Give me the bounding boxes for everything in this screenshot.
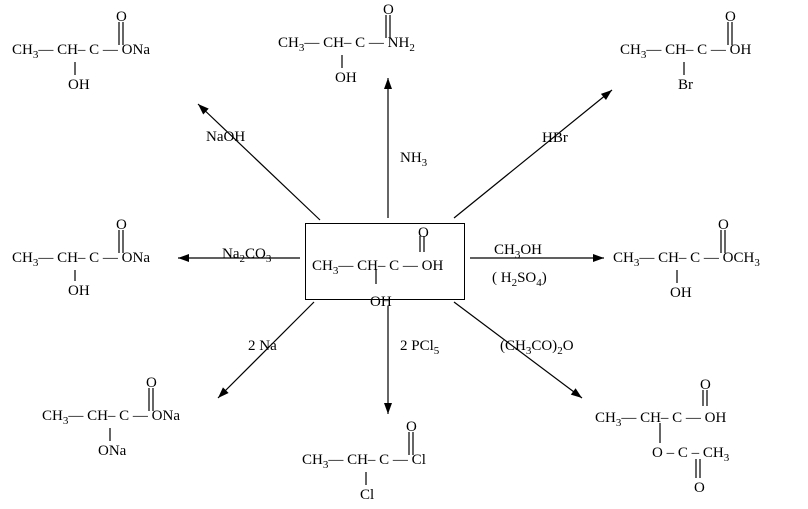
- prod-hbr-line: CH3— CH– C — OH: [620, 42, 751, 59]
- center-mol-line: CH3— CH– C — OH: [312, 258, 443, 275]
- prod-naoh-oh: OH: [68, 77, 90, 94]
- prod-ch3oh-oh: OH: [670, 285, 692, 302]
- prod-na-ona: ONa: [98, 443, 126, 460]
- prod-na2co3-oh: OH: [68, 283, 90, 300]
- prod-nh3-oh: OH: [335, 70, 357, 87]
- prod-pcl5-line: CH3— CH– C — Cl: [302, 452, 426, 469]
- reagent-h2so4: ( H2SO4): [492, 270, 547, 287]
- reagent-hbr: HBr: [542, 130, 568, 147]
- center-mol-oh: OH: [370, 294, 392, 311]
- prod-ch3oh-o: O: [718, 217, 729, 234]
- prod-nh3-o: O: [383, 2, 394, 19]
- prod-pcl5-cl: Cl: [360, 487, 374, 504]
- prod-hbr-o: O: [725, 9, 736, 26]
- reagent-2pcl5: 2 PCl5: [400, 338, 439, 355]
- reagent-2na: 2 Na: [248, 338, 277, 355]
- prod-ac2o-o2: O: [694, 480, 705, 497]
- prod-ac2o-line: CH3— CH– C — OH: [595, 410, 726, 427]
- reagent-nh3: NH3: [400, 150, 427, 167]
- prod-naoh-line: CH3— CH– C — ONa: [12, 42, 150, 59]
- reagent-naoh: NaOH: [206, 129, 245, 146]
- prod-na-line: CH3— CH– C — ONa: [42, 408, 180, 425]
- reagent-ac2o: (CH3CO)2O: [500, 338, 574, 355]
- prod-ac2o-o: O: [700, 377, 711, 394]
- prod-pcl5-o: O: [406, 419, 417, 436]
- prod-na2co3-o: O: [116, 217, 127, 234]
- prod-ch3oh-line: CH3— CH– C — OCH3: [613, 250, 760, 267]
- prod-naoh-o: O: [116, 9, 127, 26]
- prod-hbr-br: Br: [678, 77, 693, 94]
- prod-nh3-line: CH3— CH– C — NH2: [278, 35, 415, 52]
- prod-na2co3-line: CH3— CH– C — ONa: [12, 250, 150, 267]
- prod-ac2o-oc: O – C – CH3: [652, 445, 729, 462]
- reagent-ch3oh: CH3OH: [494, 242, 542, 259]
- center-mol-o: O: [418, 225, 429, 242]
- reagent-na2co3: Na2CO3: [222, 246, 271, 263]
- prod-na-o: O: [146, 375, 157, 392]
